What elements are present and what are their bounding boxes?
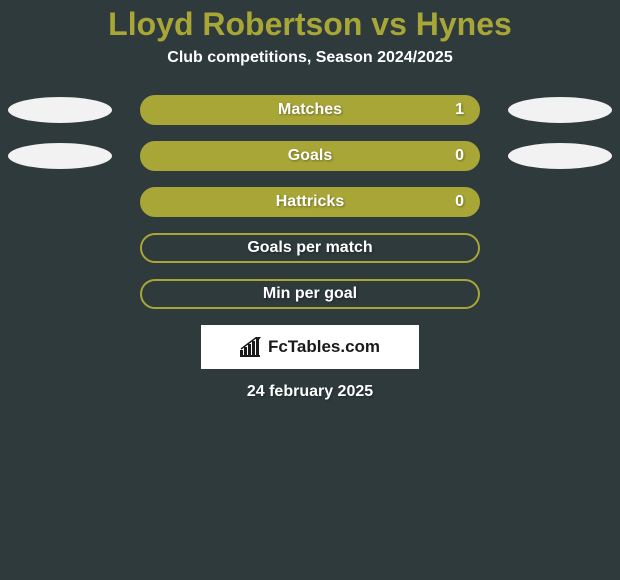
source-logo: FcTables.com [201,325,419,369]
stat-bar: Hattricks 0 [140,187,480,217]
page-title: Lloyd Robertson vs Hynes [0,0,620,43]
stat-bar: Min per goal [140,279,480,309]
stat-bar-value: 1 [455,101,464,119]
stat-rows: Matches 1 Goals 0 Hattricks 0 Goals per match M… [0,95,620,309]
stat-row: Matches 1 [0,95,620,125]
stat-row: Min per goal [0,279,620,309]
date-line: 24 february 2025 [0,383,620,401]
left-ellipse [8,97,112,123]
stat-bar: Goals per match [140,233,480,263]
stat-bar: Matches 1 [140,95,480,125]
left-ellipse [8,143,112,169]
stat-row: Goals 0 [0,141,620,171]
right-ellipse [508,143,612,169]
stat-row: Goals per match [0,233,620,263]
source-logo-text: FcTables.com [268,337,380,357]
right-ellipse [508,97,612,123]
stat-bar: Goals 0 [140,141,480,171]
stat-bar-label: Matches [278,101,342,119]
stat-row: Hattricks 0 [0,187,620,217]
stat-bar-value: 0 [455,193,464,211]
stat-bar-label: Goals per match [247,239,372,257]
stat-bar-label: Goals [288,147,332,165]
subtitle: Club competitions, Season 2024/2025 [0,49,620,67]
stat-bar-label: Min per goal [263,285,357,303]
chart-icon [240,337,262,357]
stat-bar-value: 0 [455,147,464,165]
stat-bar-label: Hattricks [276,193,344,211]
